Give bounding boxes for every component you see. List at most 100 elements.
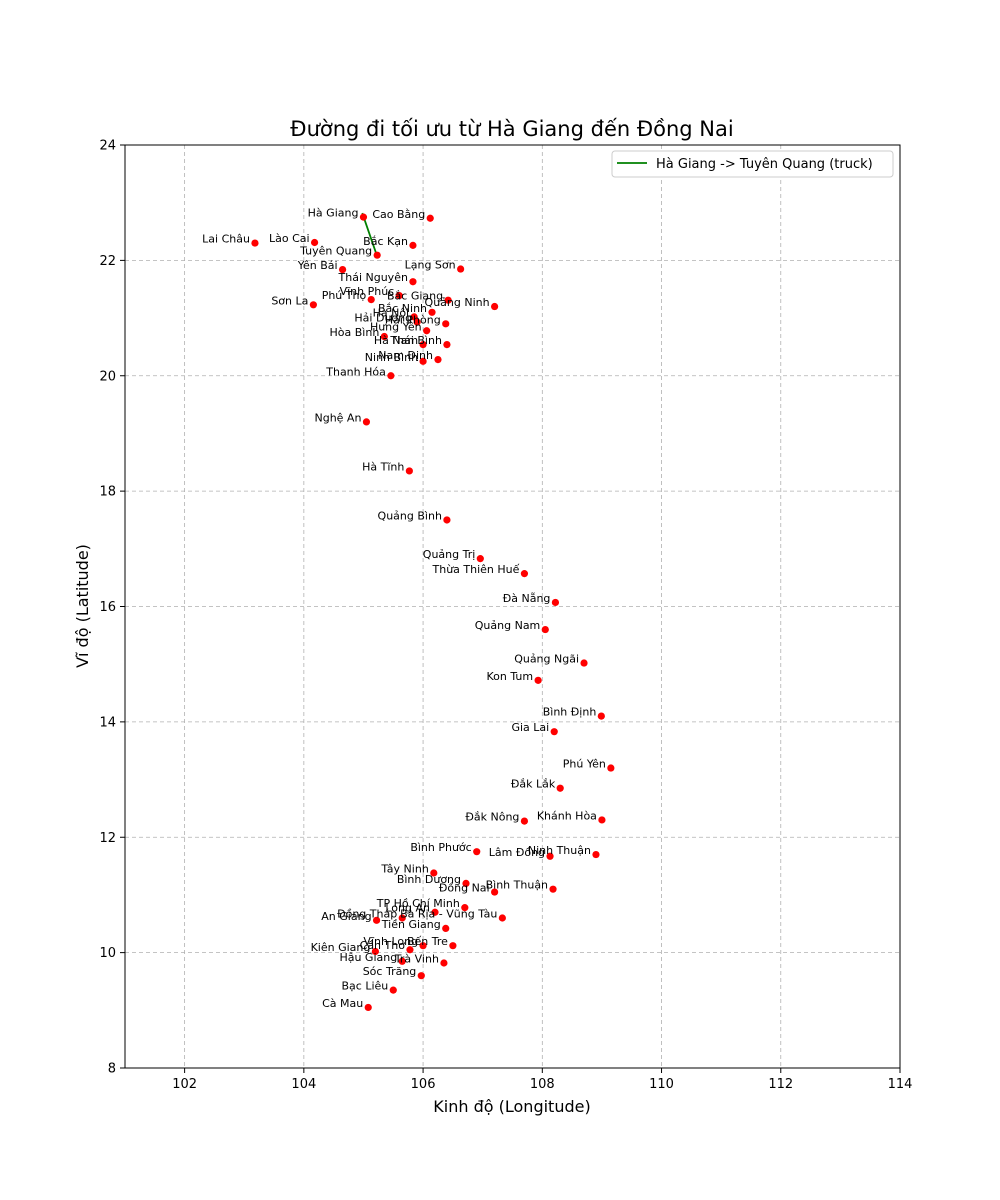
city-label: Hải Dương	[354, 312, 412, 325]
city-point	[440, 959, 448, 967]
city-label: Phú Yên	[563, 758, 606, 771]
x-tick-label: 102	[172, 1077, 197, 1092]
city-point	[362, 418, 371, 426]
city-label: Lạng Sơn	[405, 259, 456, 272]
city-point	[520, 570, 529, 578]
city-point	[310, 238, 319, 247]
city-point	[442, 924, 450, 932]
y-tick-label: 8	[108, 1062, 116, 1077]
city-point	[419, 357, 427, 365]
city-point	[534, 676, 542, 684]
city-point	[419, 942, 427, 950]
city-point	[387, 372, 395, 380]
city-point	[444, 296, 452, 304]
city-point	[419, 340, 427, 349]
city-label: Vĩnh Long	[363, 935, 418, 948]
city-label: Thái Bình	[389, 334, 442, 347]
city-point	[550, 728, 558, 736]
y-tick-label: 18	[99, 485, 116, 500]
city-point	[409, 278, 417, 286]
y-tick-label: 24	[99, 139, 116, 154]
city-label: Quảng Nam	[475, 619, 541, 632]
city-point	[371, 947, 379, 956]
city-label: Hưng Yên	[370, 320, 422, 333]
city-label: Gia Lai	[511, 721, 549, 734]
city-point	[457, 265, 465, 273]
city-point	[309, 301, 317, 309]
x-tick-label: 110	[649, 1077, 674, 1092]
city-label: Lào Cai	[269, 232, 310, 245]
city-label: Đắk Nông	[465, 811, 519, 824]
city-label: Ninh Thuận	[528, 844, 591, 857]
city-label: Sơn La	[271, 294, 308, 307]
city-point	[409, 241, 417, 249]
city-label: Quảng Ngãi	[514, 653, 579, 666]
x-axis-ticks: 102 104 106 108 110 112 114	[172, 1068, 912, 1092]
x-axis-label: Kinh độ (Longitude)	[433, 1097, 590, 1116]
city-label: Long An	[385, 902, 430, 915]
city-label: Nghệ An	[314, 411, 361, 424]
city-point	[431, 908, 439, 916]
city-points	[251, 213, 615, 1012]
city-point	[338, 266, 347, 274]
city-point	[398, 914, 406, 922]
city-point	[607, 764, 615, 772]
x-tick-label: 106	[411, 1077, 436, 1092]
city-label: Kon Tum	[487, 670, 534, 683]
city-label: Tây Ninh	[380, 863, 428, 876]
city-label: Đồng Tháp	[337, 908, 397, 921]
city-point	[406, 946, 414, 954]
city-label: Vĩnh Phúc	[340, 285, 395, 298]
city-label: Cần Thơ	[360, 939, 406, 952]
city-point	[405, 467, 413, 475]
city-point	[491, 888, 499, 896]
city-point	[442, 320, 450, 328]
gridlines	[125, 144, 901, 1069]
city-point	[428, 308, 436, 316]
city-point	[373, 251, 381, 259]
city-point	[443, 516, 451, 524]
city-label: Bình Dương	[397, 873, 461, 886]
city-label: Bến Tre	[407, 935, 448, 948]
city-label: Bắc Giang	[387, 290, 443, 303]
city-label: Hà Giang	[308, 207, 359, 220]
city-point	[443, 340, 451, 349]
city-point	[597, 712, 605, 720]
y-tick-label: 10	[99, 946, 116, 961]
city-label: Sóc Trăng	[363, 965, 417, 978]
city-label: Hải Phòng	[385, 313, 441, 326]
city-point	[449, 942, 457, 950]
city-label: Bắc Ninh	[378, 302, 427, 315]
city-label: Bạc Liêu	[342, 980, 389, 993]
city-label: Đà Nẵng	[503, 592, 551, 605]
city-label: Khánh Hòa	[537, 809, 597, 822]
city-point	[546, 852, 554, 860]
city-label: Yên Bái	[297, 259, 338, 272]
city-point	[395, 291, 403, 300]
city-label: Hậu Giang	[339, 951, 397, 964]
city-label: Tiền Giang	[381, 918, 441, 931]
city-label: Hà Nam	[374, 334, 418, 347]
city-label: Đắk Lắk	[511, 778, 556, 791]
city-label: Phú Thọ	[322, 289, 367, 302]
city-point	[549, 885, 557, 893]
city-point	[520, 817, 529, 825]
city-point	[417, 972, 425, 980]
city-point	[380, 332, 388, 341]
city-label: TP Hồ Chí Minh	[376, 897, 460, 910]
city-label: An Giang	[321, 910, 371, 923]
city-label: Ninh Bình	[365, 351, 418, 364]
y-axis-label: Vĩ độ (Latitude)	[73, 544, 92, 668]
city-point	[364, 1003, 372, 1012]
city-label: Hà Nội	[373, 306, 410, 319]
city-point	[473, 848, 481, 856]
y-tick-label: 16	[99, 600, 116, 615]
city-point	[423, 327, 431, 335]
city-label: Trà Vinh	[394, 953, 439, 966]
city-label: Kiên Giang	[311, 941, 371, 954]
city-label: Đồng Nai	[439, 882, 490, 895]
city-label: Cao Bằng	[372, 208, 425, 221]
y-tick-label: 20	[99, 369, 116, 384]
city-label: Bắc Kạn	[363, 235, 408, 248]
